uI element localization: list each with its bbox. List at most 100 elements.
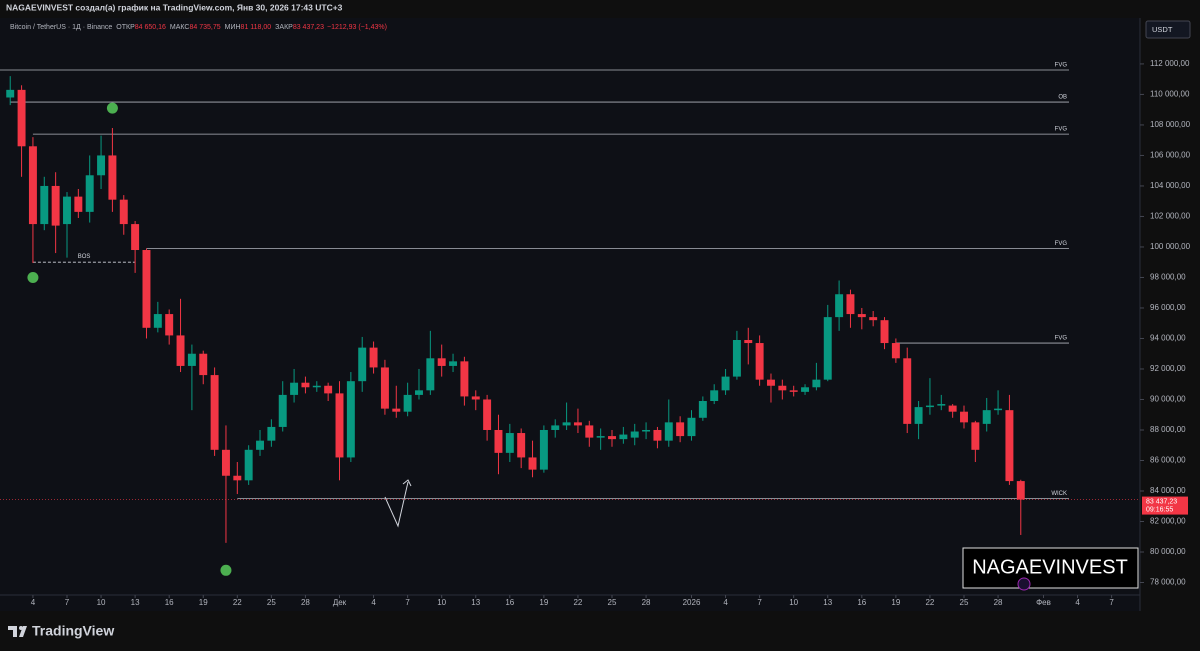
candle-body: [403, 394, 412, 412]
candle-body: [187, 353, 196, 366]
candle-body: [630, 431, 639, 438]
logo-dot: [19, 626, 23, 630]
x-tick-label: 28: [301, 598, 310, 607]
marks: 112 000,00 110 000,00 108 000,00 106 000,00…: [0, 59, 1191, 607]
candle-body: [982, 410, 991, 424]
currency-button[interactable]: [1145, 20, 1191, 39]
level-label: FVG: [1055, 241, 1068, 247]
candle-body: [664, 422, 673, 441]
legend: Bitcoin / TetherUS · 1Д · Binance ОТКР84 …: [10, 24, 387, 31]
plot-background: [0, 18, 1140, 611]
x-tick-label: 13: [823, 598, 832, 607]
y-tick-label: 104 000,00: [1150, 181, 1191, 190]
legend-item: 83 437,23: [293, 24, 324, 31]
watermark-box: [962, 547, 1139, 589]
drawing-arrow: [384, 481, 409, 528]
x-tick-label: 7: [65, 598, 70, 607]
candle-body: [74, 196, 83, 212]
candle-body: [256, 440, 264, 450]
candle-body: [823, 317, 832, 380]
legend-item: ЗАКР: [275, 24, 293, 31]
event-icon[interactable]: [1017, 577, 1031, 591]
candle-body: [97, 155, 106, 176]
legend-item: МАКС: [170, 24, 190, 31]
y-tick-label: 86 000,00: [1150, 456, 1186, 465]
candle-body: [244, 449, 253, 481]
legend-item: МИН: [225, 24, 241, 31]
candle-body: [925, 405, 934, 408]
x-tick-label: 7: [757, 598, 762, 607]
candle-body: [891, 343, 900, 359]
brand: TradingView: [32, 623, 114, 639]
level-label: FVG: [1055, 336, 1068, 342]
candle-body: [415, 390, 423, 395]
candle-body: [642, 429, 651, 432]
y-tick-label: 96 000,00: [1150, 303, 1186, 312]
marker: [220, 564, 232, 576]
level-label: OB: [1058, 95, 1067, 101]
x-tick-label: 13: [131, 598, 140, 607]
candle-body: [290, 382, 299, 395]
candle-body: [85, 175, 94, 212]
legend-item: 84 650,16: [135, 24, 166, 31]
x-tick-label: 4: [723, 598, 728, 607]
x-tick-label: 19: [539, 598, 548, 607]
x-tick-label: 28: [994, 598, 1003, 607]
x-tick-label: 16: [505, 598, 514, 607]
candle-body: [596, 436, 605, 438]
candle-body: [165, 314, 174, 336]
y-tick-label: 100 000,00: [1150, 242, 1191, 251]
x-tick-label: 13: [471, 598, 480, 607]
candle-body: [835, 294, 844, 318]
marker: [106, 102, 118, 114]
candle-body: [846, 294, 855, 315]
candle-body: [471, 396, 480, 400]
x-tick-label: 4: [371, 598, 376, 607]
y-tick-label: 88 000,00: [1150, 425, 1186, 434]
x-tick-label: 16: [165, 598, 174, 607]
candle-body: [301, 382, 310, 388]
candle-body: [6, 89, 15, 98]
level-label: FVG: [1055, 127, 1068, 133]
candle-body: [778, 385, 787, 391]
candle-body: [40, 185, 49, 225]
candle-body: [812, 379, 821, 388]
y-tick-label: 82 000,00: [1150, 517, 1186, 526]
candle-body: [278, 394, 287, 427]
countdown: 09:16:55: [1146, 506, 1173, 513]
credit: NAGAEVINVEST создал(а) график на Trading…: [6, 2, 343, 12]
candle-body: [63, 196, 71, 225]
x-tick-label: 4: [1075, 598, 1080, 607]
y-tick-label: 98 000,00: [1150, 273, 1186, 282]
legend-item: 81 118,00: [241, 24, 272, 31]
candle-body: [755, 343, 764, 380]
currency[interactable]: USDT: [1152, 25, 1173, 34]
y-tick-label: 80 000,00: [1150, 547, 1186, 556]
candle-body: [880, 320, 889, 344]
candle-body: [426, 358, 435, 391]
x-tick-label: 4: [31, 598, 36, 607]
legend-item: −1212,93 (−1,43%): [327, 24, 387, 31]
candle-body: [801, 387, 810, 392]
y-tick-label: 94 000,00: [1150, 334, 1186, 343]
candle-body: [119, 199, 128, 225]
level-label: FVG: [1055, 63, 1068, 69]
candle-body: [994, 408, 1003, 411]
candle-body: [324, 385, 333, 394]
y-tick-label: 102 000,00: [1150, 212, 1191, 221]
candle-body: [267, 426, 276, 441]
candle-body: [1005, 410, 1014, 482]
y-tick-label: 112 000,00: [1150, 59, 1190, 68]
candle-body: [857, 314, 866, 318]
legend-item: 84 735,75: [189, 24, 220, 31]
candle-body: [483, 399, 492, 430]
candle-body: [767, 379, 775, 386]
watermark: NAGAEVINVEST: [972, 556, 1128, 578]
candle-body: [732, 339, 741, 377]
candle-body: [721, 376, 730, 391]
x-tick-label: 10: [789, 598, 798, 607]
legend-item: ОТКР: [116, 24, 135, 31]
candle-body: [551, 425, 560, 430]
footer: [0, 611, 1200, 651]
